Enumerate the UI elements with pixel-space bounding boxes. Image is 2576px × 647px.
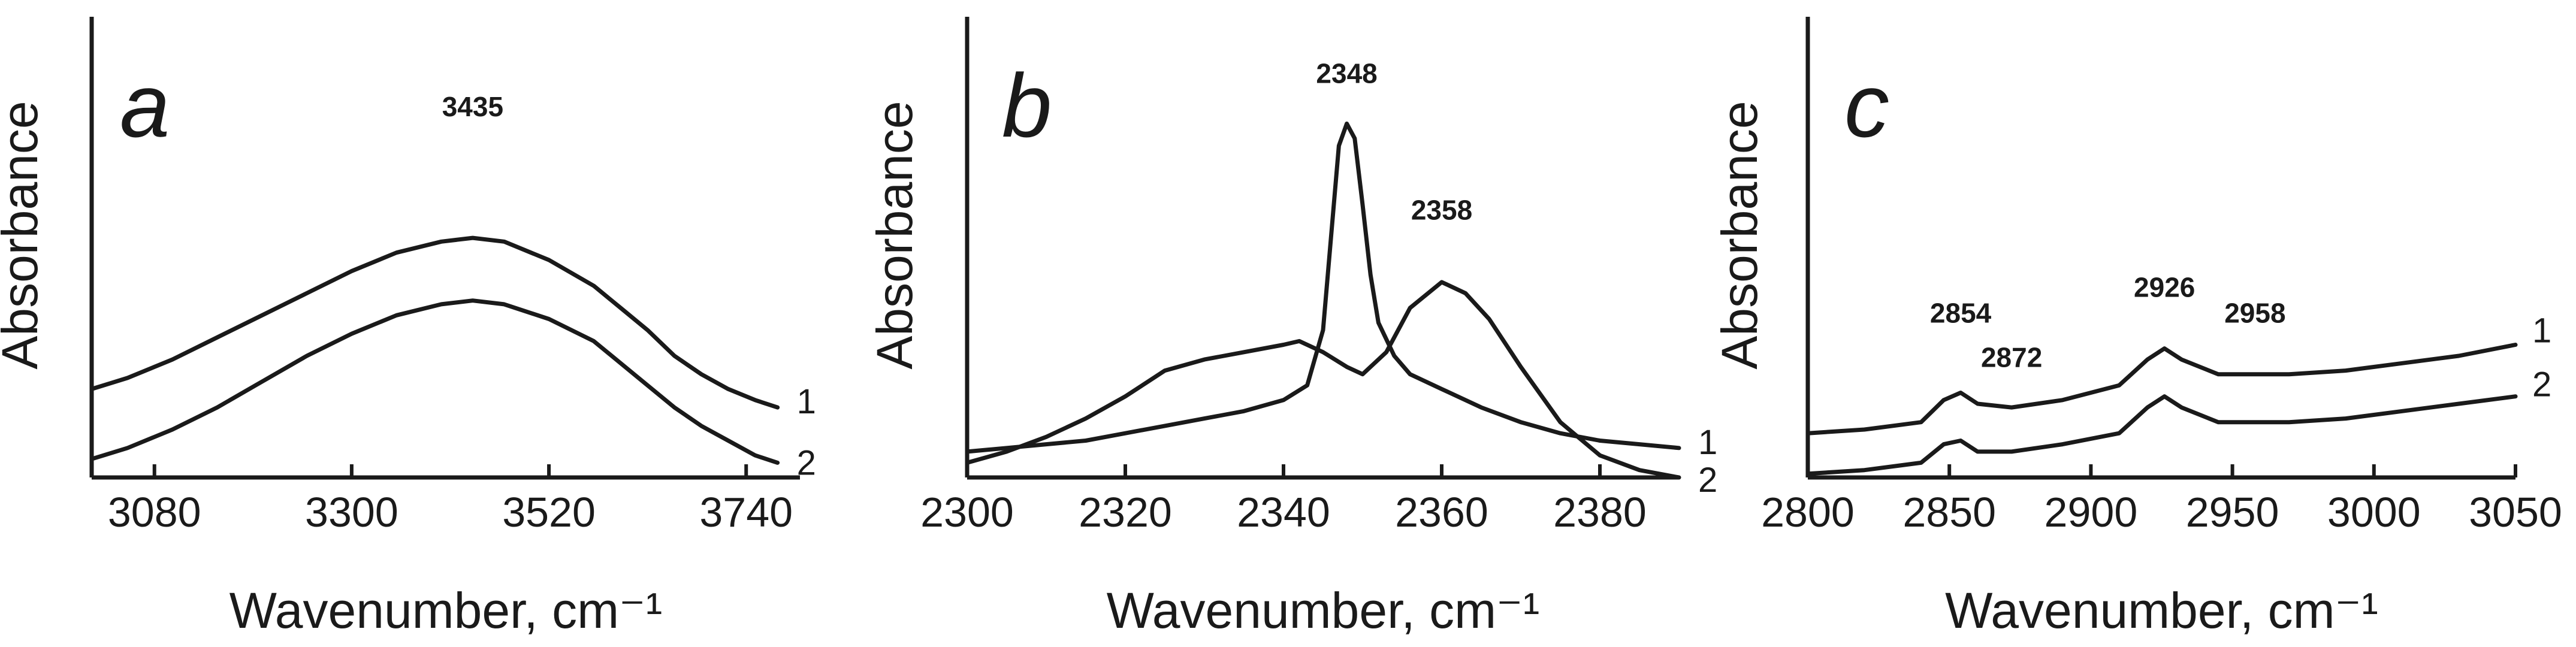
x-tick-label: 3520 [502,489,596,536]
x-tick-label: 3000 [2327,489,2421,536]
peak-label: 2958 [2224,298,2285,329]
peak-label: 2348 [1316,58,1377,89]
trace-label-2: 2 [1698,461,1717,500]
panel-a: 3080 3300 3520 3740 Wavenumber, cm⁻¹ Absorban… [0,17,816,639]
x-axis-title: Wavenumber, cm⁻¹ [1107,582,1540,639]
x-tick-label: 2360 [1395,489,1488,536]
x-tick-label: 3050 [2469,489,2562,536]
x-tick-label: 3300 [305,489,398,536]
trace-label-1: 1 [1698,423,1717,462]
y-axis-title: Absorbance [1711,101,1768,369]
y-axis-title: Absorbance [0,101,48,369]
series-1-line [1805,343,2518,436]
panel-letter: b [1002,55,1052,156]
series-2-line [965,280,1681,480]
trace-label-2: 2 [2532,365,2551,404]
panel-c: 2800 2850 2900 2950 3000 3050 Wavenumber, cm⁻¹… [1711,17,2562,639]
x-tick-label: 2340 [1237,489,1330,536]
x-tick-label: 2900 [2045,489,2138,536]
peak-label: 3435 [442,91,503,122]
peak-label: 2926 [2134,272,2195,303]
panel-letter: a [120,55,170,156]
x-tick-label: 2320 [1079,489,1172,536]
x-tick-label: 2300 [920,489,1014,536]
panel-letter: c [1844,55,1889,156]
series-1-line [965,121,1681,454]
series-2-line [89,298,780,465]
trace-label-1: 1 [2532,312,2551,350]
x-tick-label: 2380 [1553,489,1647,536]
x-axis-title: Wavenumber, cm⁻¹ [229,582,663,639]
x-tick-label: 3740 [699,489,793,536]
x-tick-label: 3080 [108,489,201,536]
peak-label: 2854 [1930,298,1992,329]
x-tick-label: 2850 [1902,489,1996,536]
trace-label-1: 1 [797,382,816,421]
x-tick-label: 2950 [2186,489,2279,536]
x-tick-label: 2800 [1761,489,1855,536]
trace-label-2: 2 [797,443,816,482]
peak-label: 2872 [1981,341,2042,373]
series-1-line [89,235,780,410]
series-2-line [1805,394,2518,476]
panel-b: 2300 2320 2340 2360 2380 Wavenumber, cm⁻¹ Abso… [866,17,1717,639]
y-axis-title: Absorbance [866,101,923,369]
peak-label: 2358 [1411,194,1472,225]
x-axis-title: Wavenumber, cm⁻¹ [1945,582,2378,639]
